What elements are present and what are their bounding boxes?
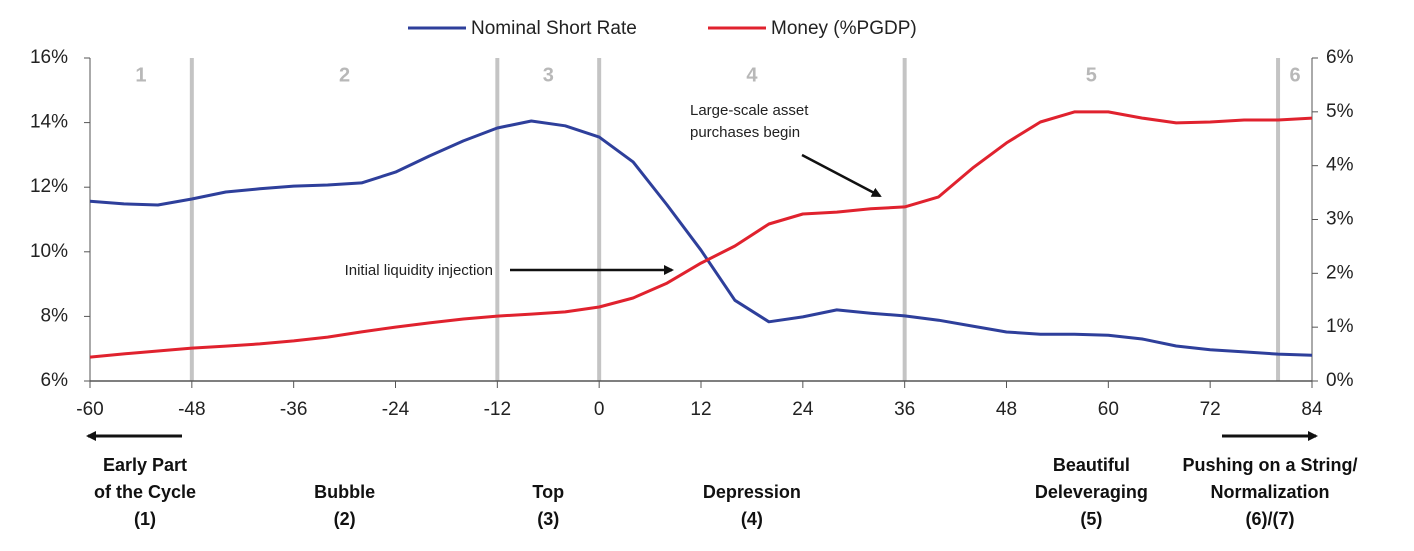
x-tick-label: 24 — [792, 399, 814, 420]
phase-description: (3) — [537, 509, 559, 529]
legend-label: Money (%PGDP) — [771, 18, 917, 39]
phase-description: (6)/(7) — [1246, 509, 1295, 529]
x-tick-label: 48 — [996, 399, 1017, 420]
legend-label: Nominal Short Rate — [471, 18, 637, 39]
y2-tick-label: 6% — [1326, 47, 1354, 68]
phase-number: 6 — [1289, 64, 1300, 86]
phase-description: Deleveraging — [1035, 482, 1148, 502]
x-tick-label: -48 — [178, 399, 205, 420]
phase-description: Depression — [703, 482, 801, 502]
y2-tick-label: 2% — [1326, 262, 1354, 283]
x-tick-label: 84 — [1301, 399, 1323, 420]
y-tick-label: 10% — [30, 241, 68, 262]
phase-description: (4) — [741, 509, 763, 529]
x-tick-label: 60 — [1098, 399, 1119, 420]
phase-description: Early Part — [103, 455, 187, 475]
y2-tick-label: 5% — [1326, 101, 1354, 122]
phase-number: 3 — [543, 64, 554, 86]
x-tick-label: -36 — [280, 399, 307, 420]
phase-description: (1) — [134, 509, 156, 529]
phase-description: (2) — [334, 509, 356, 529]
y2-tick-label: 4% — [1326, 155, 1354, 176]
x-tick-label: 12 — [690, 399, 711, 420]
phase-number: 4 — [746, 64, 758, 86]
y2-tick-label: 1% — [1326, 316, 1354, 337]
annotation-arrow — [801, 153, 882, 198]
phase-description: Bubble — [314, 482, 375, 502]
y-tick-label: 16% — [30, 47, 68, 68]
phase-description: of the Cycle — [94, 482, 196, 502]
x-tick-label: 0 — [594, 399, 605, 420]
x-tick-label: -60 — [76, 399, 103, 420]
series-line — [89, 119, 1313, 357]
annotation: Large-scale asset — [690, 102, 809, 119]
x-tick-label: 72 — [1200, 399, 1221, 420]
y2-tick-label: 0% — [1326, 370, 1354, 391]
y2-tick-label: 3% — [1326, 209, 1354, 230]
phase-description: Pushing on a String/ — [1183, 455, 1358, 475]
phase-description: Top — [532, 482, 564, 502]
annotation: purchases begin — [690, 124, 800, 141]
annotation: Initial liquidity injection — [345, 262, 493, 279]
phase-number: 5 — [1086, 64, 1097, 86]
phase-description: Beautiful — [1053, 455, 1130, 475]
series-line — [89, 110, 1313, 359]
phase-number: 2 — [339, 64, 350, 86]
y-tick-label: 6% — [41, 370, 69, 391]
x-tick-label: -24 — [382, 399, 410, 420]
x-tick-label: -12 — [484, 399, 511, 420]
y-tick-label: 8% — [41, 305, 69, 326]
phase-description: Normalization — [1210, 482, 1329, 502]
y-tick-label: 12% — [30, 176, 68, 197]
phase-number: 1 — [135, 64, 146, 86]
x-tick-label: 36 — [894, 399, 915, 420]
y-tick-label: 14% — [30, 112, 68, 133]
phase-description: (5) — [1080, 509, 1102, 529]
